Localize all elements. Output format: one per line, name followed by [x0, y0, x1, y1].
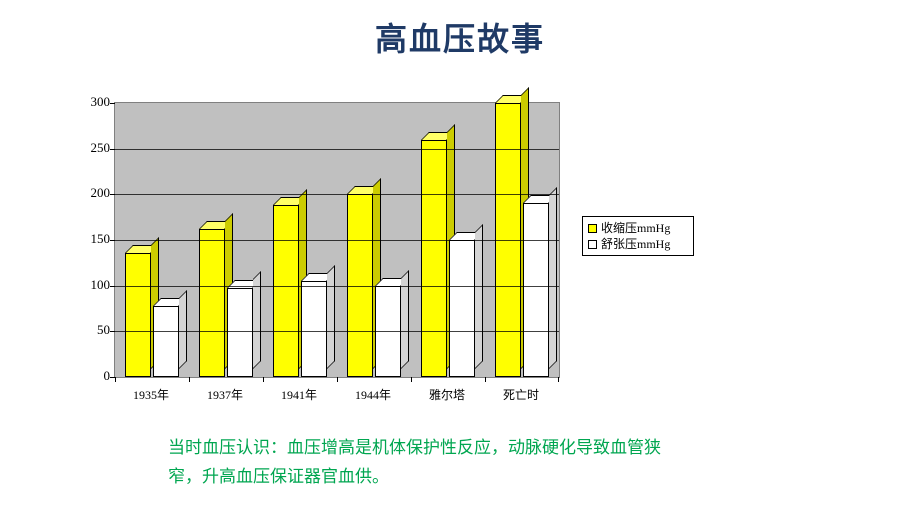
bp-chart: 050100150200250300 收缩压mmHg舒张压mmHg 1935年1…	[80, 102, 700, 420]
x-tick-label: 1937年	[207, 386, 243, 403]
diastolic-bar	[523, 203, 549, 377]
systolic-bar	[273, 205, 299, 377]
diastolic-bar	[153, 306, 179, 377]
legend-label: 收缩压mmHg	[601, 220, 670, 236]
legend: 收缩压mmHg舒张压mmHg	[582, 216, 694, 256]
legend-item: 收缩压mmHg	[588, 220, 688, 236]
diastolic-bar	[449, 240, 475, 377]
x-tick-label: 1935年	[133, 386, 169, 403]
systolic-bar	[421, 140, 447, 377]
x-tick-label: 雅尔塔	[429, 386, 465, 403]
x-tick-label: 1944年	[355, 386, 391, 403]
x-axis: 1935年 1937年 1941年 1944年 雅尔塔 死亡时	[114, 382, 560, 402]
caption-text: 当时血压认识：血压增高是机体保护性反应，动脉硬化导致血管狭窄，升高血压保证器官血…	[168, 434, 668, 492]
systolic-bar	[125, 253, 151, 377]
legend-item: 舒张压mmHg	[588, 236, 688, 252]
y-axis: 050100150200250300	[80, 102, 114, 378]
systolic-bar	[199, 229, 225, 377]
legend-swatch	[588, 240, 597, 249]
y-tick-label: 0	[104, 368, 111, 384]
x-tick-label: 1941年	[281, 386, 317, 403]
x-tick-label: 死亡时	[503, 386, 539, 403]
y-tick-label: 100	[91, 277, 111, 293]
y-tick-label: 150	[91, 231, 111, 247]
y-tick-label: 300	[91, 94, 111, 110]
y-tick-label: 200	[91, 185, 111, 201]
y-tick-label: 250	[91, 140, 111, 156]
diastolic-bar	[301, 281, 327, 377]
y-tick-label: 50	[97, 322, 110, 338]
plot-area	[114, 102, 560, 378]
legend-swatch	[588, 224, 597, 233]
page-title: 高血压故事	[0, 0, 920, 60]
legend-label: 舒张压mmHg	[601, 236, 670, 252]
